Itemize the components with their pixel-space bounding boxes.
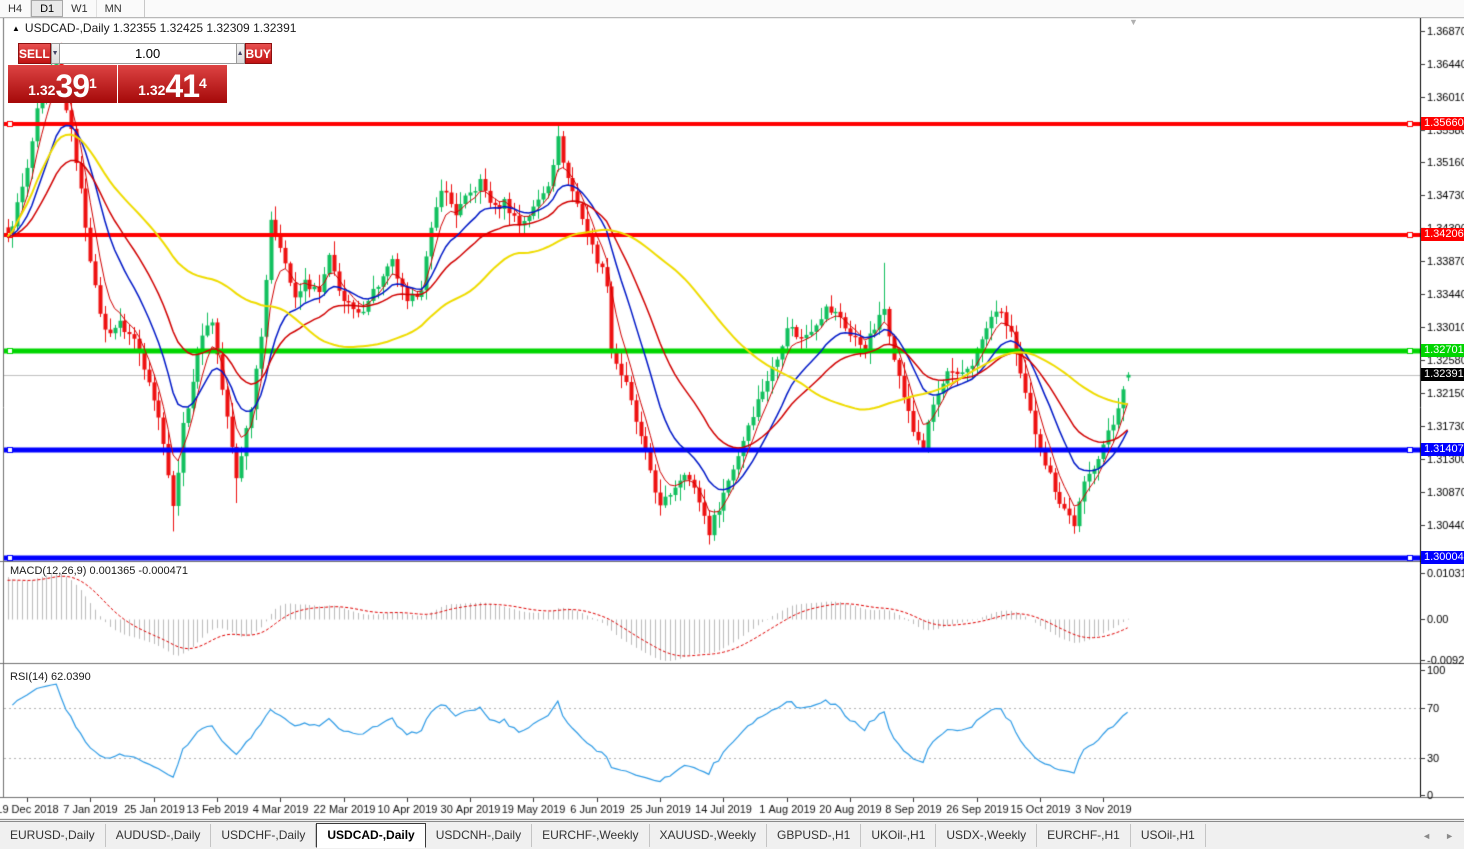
- tab-xauusd-weekly[interactable]: XAUUSD-,Weekly: [650, 824, 767, 847]
- tab-usoil-h1[interactable]: USOil-,H1: [1131, 824, 1206, 847]
- sell-price-big: 39: [55, 68, 90, 104]
- price-line-label-resistance-1[interactable]: 1.35660: [1421, 117, 1464, 130]
- timeframe-toolbar: H4 D1 W1 MN: [0, 0, 1464, 18]
- rsi-indicator-label: RSI(14) 62.0390: [10, 671, 91, 683]
- buy-price-prefix: 1.32: [138, 82, 166, 98]
- sell-price-sup: 1: [89, 75, 97, 91]
- timeframe-mn-button[interactable]: MN: [104, 3, 122, 15]
- tab-eurchf-h1[interactable]: EURCHF-,H1: [1037, 824, 1131, 847]
- current-price-badge: 1.32391: [1421, 368, 1464, 381]
- timeframe-d1-button[interactable]: D1: [31, 0, 64, 17]
- tab-usdcnh-daily[interactable]: USDCNH-,Daily: [426, 824, 533, 847]
- chart-title-text: USDCAD-,Daily 1.32355 1.32425 1.32309 1.…: [24, 21, 297, 35]
- price-line-label-resistance-2[interactable]: 1.34206: [1421, 228, 1464, 241]
- tab-gbpusd-h1[interactable]: GBPUSD-,H1: [767, 824, 862, 847]
- tab-eurusd-daily[interactable]: EURUSD-,Daily: [0, 824, 106, 847]
- timeframe-h4-button[interactable]: H4: [0, 0, 32, 17]
- tab-usdcad-daily[interactable]: USDCAD-,Daily: [316, 823, 426, 848]
- sell-button[interactable]: SELL: [18, 43, 51, 64]
- macd-indicator-label: MACD(12,26,9) 0.001365 -0.000471: [10, 565, 188, 577]
- price-line-label-support-1[interactable]: 1.31407: [1421, 443, 1464, 456]
- volume-decrease-button[interactable]: ▼: [50, 43, 60, 64]
- collapse-icon[interactable]: ▲: [12, 24, 20, 33]
- volume-input[interactable]: [59, 43, 236, 64]
- price-line-label-pivot-green[interactable]: 1.32701: [1421, 344, 1464, 357]
- chart-shift-icon[interactable]: ▼: [1129, 17, 1138, 27]
- sell-price-prefix: 1.32: [28, 82, 56, 98]
- tab-eurchf-weekly[interactable]: EURCHF-,Weekly: [532, 824, 650, 847]
- buy-price-sup: 4: [199, 75, 207, 91]
- tab-scroll-arrows: ◄ ►: [1422, 831, 1454, 841]
- tab-audusd-daily[interactable]: AUDUSD-,Daily: [106, 824, 212, 847]
- volume-increase-button[interactable]: ▲: [235, 43, 245, 64]
- tabs-prev-icon[interactable]: ◄: [1422, 830, 1432, 841]
- toolbar-separator: [143, 0, 145, 17]
- chart-title: ▲ USDCAD-,Daily 1.32355 1.32425 1.32309 1…: [12, 21, 296, 35]
- timeframe-w1-button[interactable]: W1: [63, 0, 97, 17]
- sell-price-box[interactable]: 1.32 39 1: [8, 65, 117, 103]
- tab-usdchf-daily[interactable]: USDCHF-,Daily: [211, 824, 317, 847]
- tab-ukoil-h1[interactable]: UKOil-,H1: [861, 824, 937, 847]
- price-line-label-support-2[interactable]: 1.30004: [1421, 551, 1464, 564]
- tabs-next-icon[interactable]: ►: [1445, 830, 1454, 841]
- buy-price-big: 41: [165, 68, 200, 104]
- chart-tab-bar: EURUSD-,Daily AUDUSD-,Daily USDCHF-,Dail…: [0, 821, 1464, 849]
- buy-price-box[interactable]: 1.32 41 4: [118, 65, 227, 103]
- tab-usdx-weekly[interactable]: USDX-,Weekly: [936, 824, 1038, 847]
- buy-button[interactable]: BUY: [244, 43, 272, 64]
